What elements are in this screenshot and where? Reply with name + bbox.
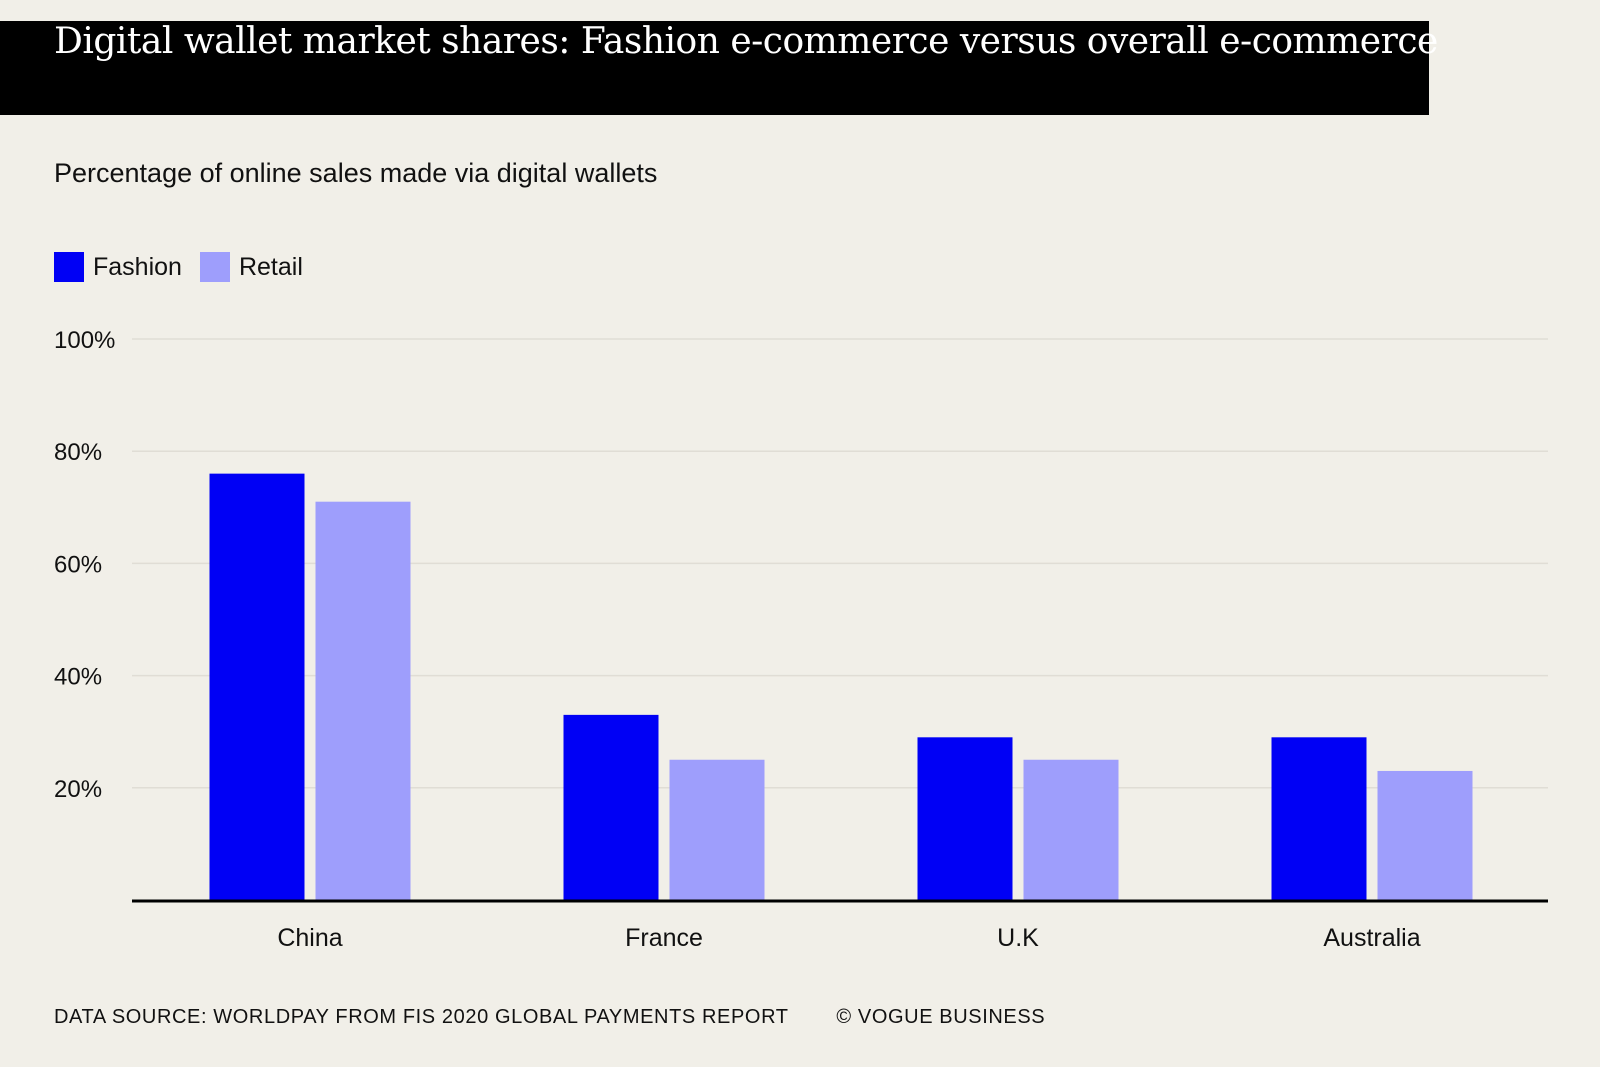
bar-fashion-uk <box>917 737 1013 900</box>
bar-retail-china <box>315 501 411 900</box>
bar-retail-uk <box>1023 759 1119 900</box>
bar-retail-france <box>669 759 765 900</box>
x-tick-label-china: China <box>277 924 342 952</box>
footer: DATA SOURCE: WORLDPAY FROM FIS 2020 GLOB… <box>54 1006 1045 1029</box>
title-bar <box>0 21 1429 115</box>
chart-title: Digital wallet market shares: Fashion e-… <box>54 21 1438 62</box>
chart-subtitle: Percentage of online sales made via digi… <box>54 158 658 188</box>
legend-item-retail: Retail <box>199 252 303 282</box>
y-tick-label-60: 60% <box>54 551 102 578</box>
y-tick-label-20: 20% <box>54 776 102 803</box>
copyright-note: © VOGUE BUSINESS <box>836 1006 1046 1028</box>
legend-swatch-retail <box>199 252 230 282</box>
x-tick-label-uk: U.K <box>997 924 1039 952</box>
data-source-note: DATA SOURCE: WORLDPAY FROM FIS 2020 GLOB… <box>54 1006 789 1028</box>
legend-swatch-fashion <box>54 252 84 282</box>
legend-label-fashion: Fashion <box>93 252 182 281</box>
x-tick-label-australia: Australia <box>1323 924 1420 952</box>
y-tick-label-80: 80% <box>54 439 102 466</box>
y-tick-label-100: 100% <box>54 327 115 354</box>
bar-retail-australia <box>1377 770 1473 900</box>
bar-fashion-australia <box>1271 737 1367 900</box>
legend-label-retail: Retail <box>238 252 303 281</box>
legend: Fashion Retail <box>54 252 321 282</box>
legend-item-fashion: Fashion <box>54 252 182 282</box>
bar-fashion-france <box>563 714 659 900</box>
y-tick-label-40: 40% <box>54 664 102 691</box>
x-tick-label-france: France <box>625 924 703 952</box>
bar-fashion-china <box>209 473 305 900</box>
